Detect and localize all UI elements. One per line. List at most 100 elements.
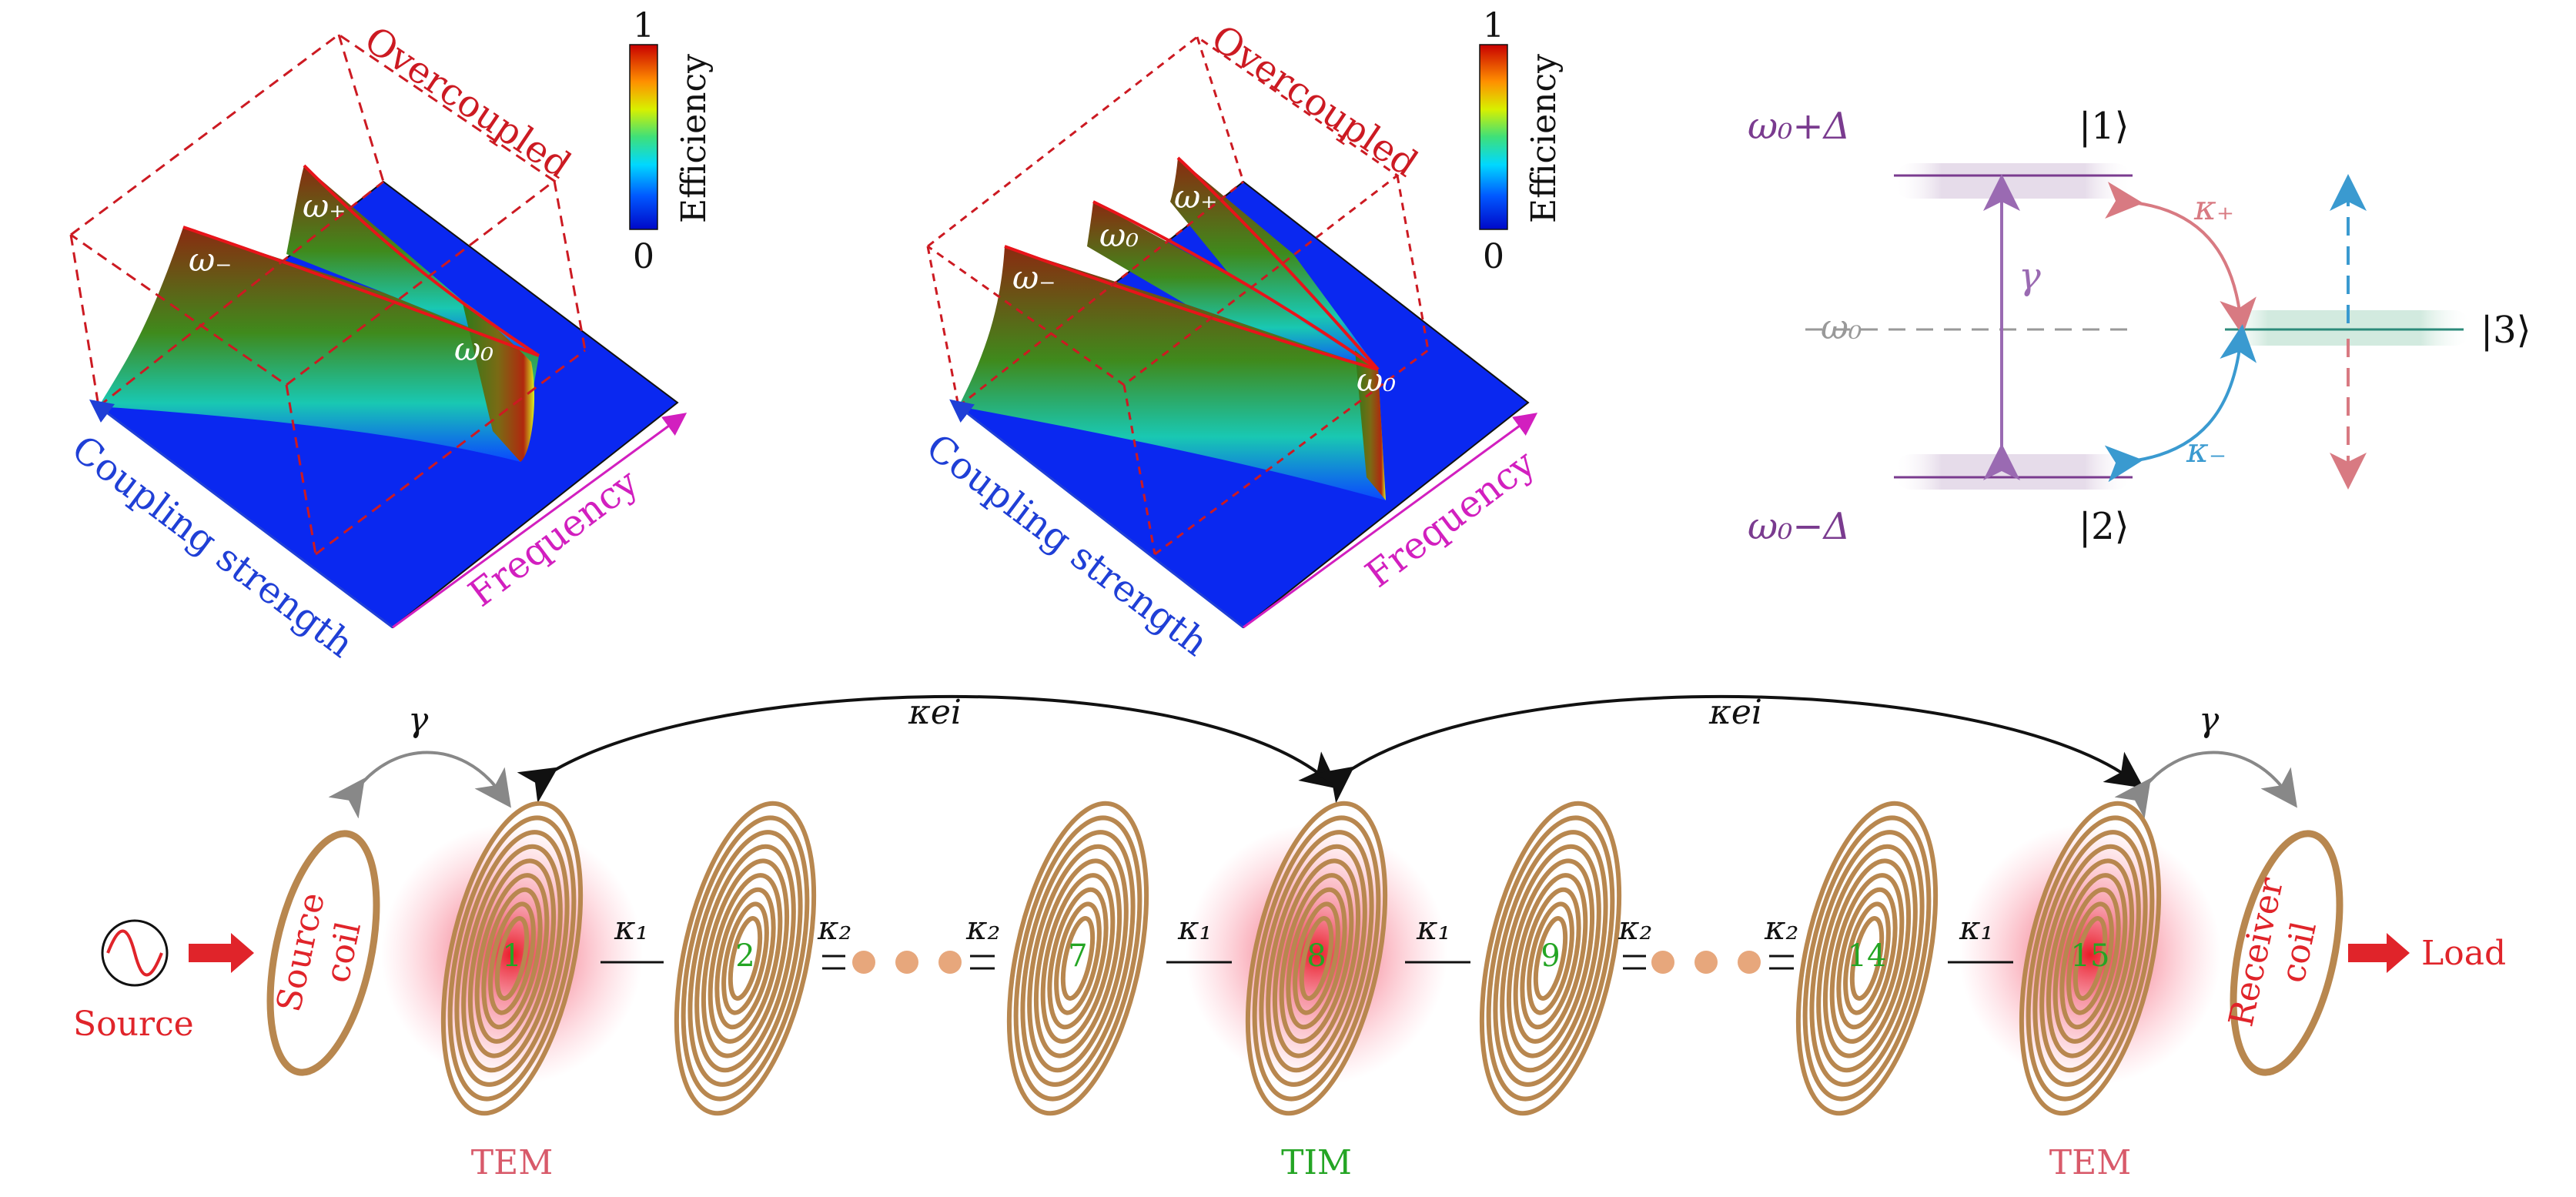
- level-2-pill: [1894, 454, 2133, 490]
- panel-a-omega-minus-label: ω₋: [189, 241, 232, 279]
- ridge-omega-plus-surface: [1170, 158, 1378, 369]
- ridge-crest-2: [1092, 200, 1380, 371]
- coil-turn: [1013, 815, 1142, 1102]
- coil-turn: [728, 916, 763, 1001]
- coil-turn: [1500, 844, 1601, 1073]
- kappa-plus-arrow: [2105, 182, 2257, 336]
- overcoupled-dashed-box: [926, 35, 1430, 556]
- coil-turn: [1843, 901, 1891, 1015]
- colorbar-max: 1: [633, 6, 654, 45]
- gamma-arrow-left: [328, 751, 511, 819]
- coil-turn: [1836, 887, 1898, 1030]
- panel-a-surface-plot: Overcoupled Coupling strength Frequency …: [64, 18, 687, 667]
- coil-turn: [1299, 916, 1334, 1001]
- kappa-ei-arrow-left: [517, 694, 1339, 804]
- kappa-1-label-c: κ₁: [1416, 909, 1450, 947]
- coil-turn: [474, 873, 550, 1044]
- coil-turn: [1040, 873, 1116, 1044]
- coil-number-7: 7: [1068, 938, 1087, 974]
- coil-turn: [721, 901, 769, 1015]
- kappa-1-label-d: κ₁: [1959, 909, 1993, 947]
- coil-turn: [708, 873, 783, 1044]
- colorbar-max: 1: [1483, 6, 1504, 45]
- state-1-label: |1⟩: [2079, 105, 2129, 148]
- panel-b-surface-plot: Overcoupled Coupling strength Frequency …: [918, 17, 1544, 665]
- state-2-label: |2⟩: [2079, 505, 2129, 548]
- panel-b-omega-zero-mid-label: ω₀: [1099, 216, 1139, 254]
- input-arrow-icon: [189, 933, 254, 973]
- coil-turn: [1279, 873, 1354, 1044]
- coil-turn: [1006, 801, 1149, 1116]
- level-3-pill: [2217, 310, 2471, 346]
- coil-turn: [2019, 801, 2162, 1116]
- level-1-pill: [1894, 163, 2133, 199]
- coil-turn: [1809, 830, 1925, 1087]
- kappa-2-label-a: κ₂: [817, 909, 851, 947]
- ridge-front-fin: [462, 300, 535, 462]
- coil-number-9: 9: [1541, 938, 1560, 974]
- coil-turn: [1849, 916, 1885, 1001]
- coil-number-8: 8: [1306, 938, 1326, 974]
- coil-turn: [447, 815, 577, 1102]
- source-label: Source: [73, 1005, 194, 1044]
- panel-a-overcoupled-label: Overcoupled: [356, 18, 578, 188]
- ridge-omega-plus-crest: [303, 164, 540, 357]
- overcoupled-dashed-box: [69, 33, 587, 556]
- coil-turn: [1822, 858, 1912, 1058]
- spiral-coil-2: [674, 801, 817, 1116]
- gamma-label: γ: [2019, 255, 2041, 298]
- spiral-coils: [440, 801, 2162, 1116]
- kappa-minus-arrow: [2104, 324, 2257, 483]
- tem-glow-right: [1959, 824, 2221, 1085]
- lower-energy-label: ω₀−Δ: [1748, 505, 1850, 548]
- ridge-crest-3: [1176, 156, 1380, 371]
- spiral-coil-1: [440, 801, 584, 1116]
- coil-turn: [461, 844, 563, 1073]
- frequency-axis-arrow: [392, 413, 687, 629]
- kappa-ei-arrow-right: [1313, 694, 2144, 804]
- ridge-omega-zero-surface: [1087, 202, 1378, 369]
- gamma-arrow-right: [2114, 751, 2297, 819]
- coil-turn: [2046, 858, 2135, 1058]
- tim-glow: [1186, 824, 1447, 1085]
- source-coil: [266, 830, 380, 1076]
- coil-turn: [714, 887, 776, 1030]
- coil-turn: [1802, 815, 1932, 1102]
- coil-turn: [2066, 901, 2114, 1015]
- coil-turn: [488, 901, 536, 1015]
- coil-turn: [694, 844, 796, 1073]
- ridge-omega-minus-surface: [99, 227, 539, 462]
- coupling-axis-arrow: [949, 399, 1244, 629]
- coil-turn: [2073, 916, 2108, 1001]
- coil-number-1: 1: [502, 938, 521, 974]
- load-label: Load: [2421, 934, 2506, 973]
- coil-number-2: 2: [735, 938, 754, 974]
- coil-turn: [2026, 815, 2155, 1102]
- coil-turn: [1020, 830, 1136, 1087]
- coil-turn: [1259, 830, 1374, 1087]
- coil-turn: [1513, 873, 1588, 1044]
- ridge-omega-plus-surface: [286, 166, 539, 356]
- ellipsis-link-left: [822, 951, 995, 974]
- source-icon: [101, 919, 169, 987]
- gamma-label-left: γ: [408, 700, 429, 740]
- state-3-label: |3⟩: [2481, 309, 2531, 352]
- coil-turn: [687, 830, 803, 1087]
- coil-turn: [454, 830, 570, 1087]
- kappa-1-label-b: κ₁: [1177, 909, 1212, 947]
- kappa-plus-label: κ₊: [2193, 189, 2234, 228]
- panel-a-colorbar: 1 0 Efficiency: [629, 6, 714, 276]
- sine-wave-icon: [106, 929, 163, 977]
- gamma-label-right: γ: [2199, 700, 2220, 740]
- coil-turn: [2059, 887, 2121, 1030]
- kappa-ei-label-right: κei: [1708, 693, 1762, 732]
- coil-turn: [1533, 916, 1568, 1001]
- kappa-2-label-b: κ₂: [965, 909, 1000, 947]
- output-arrow-icon: [2348, 933, 2410, 973]
- panel-a-omega-zero-label: ω₀: [454, 330, 493, 368]
- coil-turn: [1527, 901, 1574, 1015]
- upper-energy-label: ω₀+Δ: [1748, 105, 1850, 148]
- kappa-1-label-a: κ₁: [614, 909, 648, 947]
- colorbar-gradient: [1479, 44, 1508, 230]
